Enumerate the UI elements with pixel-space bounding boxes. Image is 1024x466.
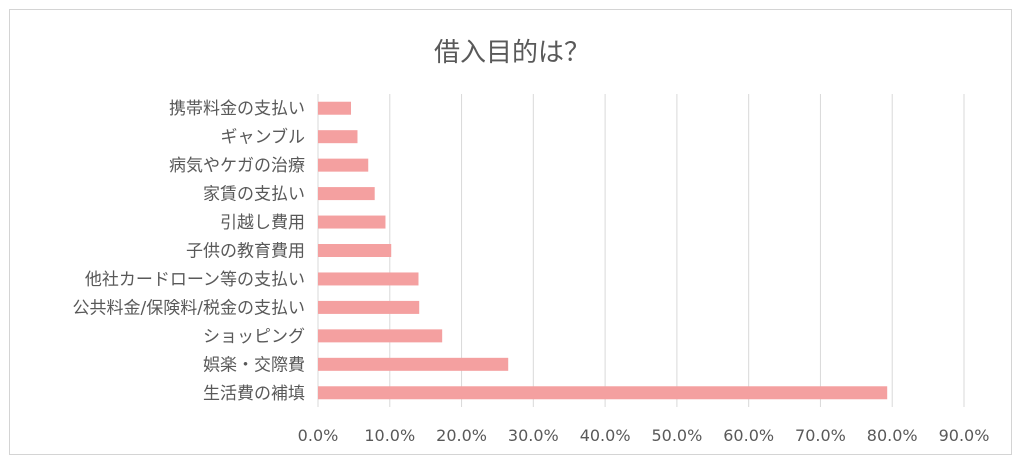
category-label: 病気やケガの治療 (169, 156, 305, 176)
bar (318, 244, 392, 257)
x-tick-label: 90.0% (939, 426, 990, 445)
x-tick-label: 70.0% (795, 426, 846, 445)
category-label: 公共料金/保険料/税金の支払い (73, 298, 305, 318)
x-tick-label: 30.0% (508, 426, 559, 445)
bar (318, 329, 443, 343)
category-label: 他社カードローン等の支払い (85, 270, 305, 290)
category-label: 引越し費用 (220, 213, 305, 233)
category-label: 子供の教育費用 (186, 242, 305, 262)
chart-frame (9, 9, 1012, 455)
bar (318, 386, 888, 400)
category-label: ショッピング (203, 327, 305, 347)
x-tick-label: 50.0% (651, 426, 702, 445)
category-label: 携帯料金の支払い (169, 99, 305, 119)
bar (318, 187, 375, 201)
bar (318, 300, 420, 314)
x-tick-label: 20.0% (436, 426, 487, 445)
bar (318, 158, 369, 172)
chart-title: 借入目的は？ (433, 38, 590, 68)
bar (318, 272, 419, 286)
x-tick-label: 0.0% (298, 426, 339, 445)
x-tick-label: 60.0% (723, 426, 774, 445)
category-label: 家賃の支払い (203, 185, 305, 205)
bar (318, 101, 352, 115)
x-tick-label: 10.0% (364, 426, 415, 445)
category-label: 娯楽・交際費 (203, 355, 305, 375)
x-tick-label: 80.0% (867, 426, 918, 445)
bar (318, 215, 386, 229)
x-tick-label: 40.0% (580, 426, 631, 445)
bar (318, 130, 358, 144)
category-label: ギャンブル (221, 127, 306, 148)
category-label: 生活費の補填 (203, 384, 305, 404)
bar (318, 357, 509, 371)
